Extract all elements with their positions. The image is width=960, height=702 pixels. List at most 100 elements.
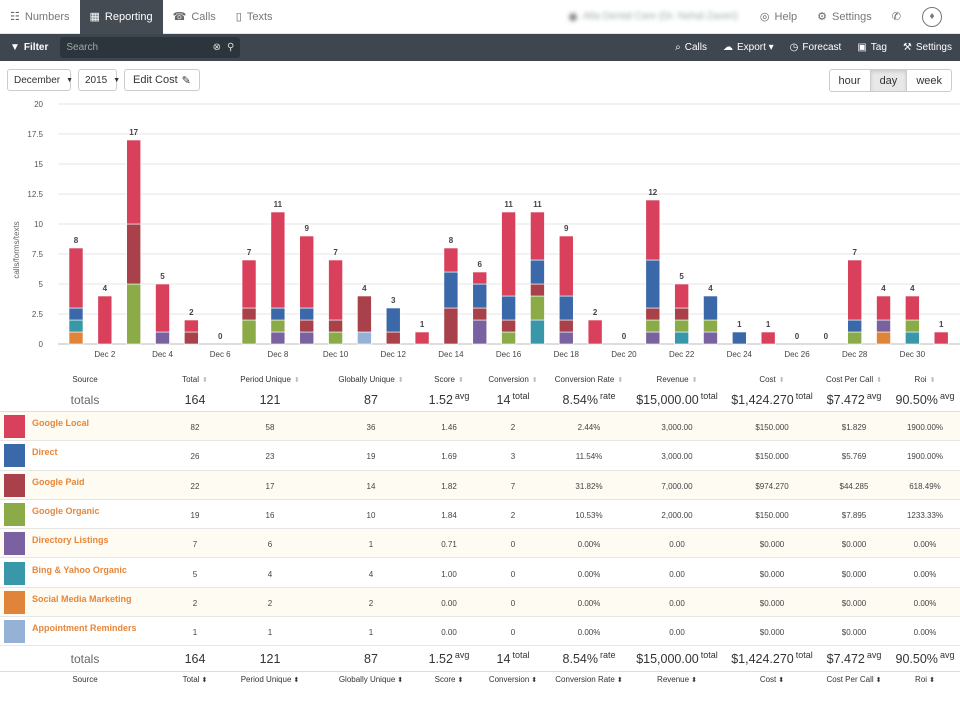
source-name-link[interactable]: Google Local <box>32 418 90 428</box>
bar-segment[interactable] <box>241 259 257 309</box>
bar-segment[interactable] <box>732 331 747 345</box>
sort-icon[interactable]: ⬍ <box>397 377 404 384</box>
bar-segment[interactable] <box>443 247 459 273</box>
bar-segment[interactable] <box>184 319 199 333</box>
bar-segment[interactable] <box>328 259 343 321</box>
bar-segment[interactable] <box>126 139 141 225</box>
bar-segment[interactable] <box>530 259 545 285</box>
column-header-score[interactable]: Score ⬍ <box>389 375 509 384</box>
granularity-hour[interactable]: hour <box>829 70 870 91</box>
nav-phone[interactable]: ✆ <box>882 0 916 34</box>
table-row[interactable]: Google Organic 19 16 10 1.84 2 10.53% 2,000.00 $… <box>0 500 960 530</box>
nav-calls[interactable]: ☎ Calls <box>163 0 226 34</box>
column-header-total[interactable]: Total ⬍ <box>135 675 255 684</box>
column-header-total[interactable]: Total ⬍ <box>135 375 255 384</box>
column-header-source[interactable]: Source <box>25 375 145 384</box>
bar-segment[interactable] <box>299 307 315 321</box>
bar-segment[interactable] <box>68 319 84 333</box>
column-header-roi[interactable]: Roi ⬍ <box>865 375 960 384</box>
sort-icon[interactable]: ⬍ <box>616 677 623 684</box>
export-button[interactable]: ☁ Export ▾ <box>715 42 782 53</box>
bar-segment[interactable] <box>876 319 891 333</box>
table-row[interactable]: Google Local 82 58 36 1.46 2 2.44% 3,000.00 $150… <box>0 412 960 442</box>
column-header-conversion[interactable]: Conversion ⬍ <box>453 675 573 684</box>
column-header-cost[interactable]: Cost ⬍ <box>712 375 832 384</box>
bar-segment[interactable] <box>674 331 689 345</box>
filter-button[interactable]: ▼ Filter <box>0 34 58 61</box>
bar-segment[interactable] <box>472 319 488 345</box>
bar-segment[interactable] <box>703 319 718 333</box>
bar-segment[interactable] <box>645 259 661 309</box>
bar-segment[interactable] <box>905 295 920 321</box>
bar-segment[interactable] <box>703 331 718 345</box>
sort-icon[interactable]: ⬍ <box>457 677 464 684</box>
table-row[interactable]: Social Media Marketing 2 2 2 0.00 0 0.00% 0.00 $… <box>0 587 960 618</box>
clear-search-icon[interactable]: ⊗ <box>212 42 222 53</box>
bar-segment[interactable] <box>472 283 488 309</box>
column-header-score[interactable]: Score ⬍ <box>389 675 509 684</box>
column-header-roi[interactable]: Roi ⬍ <box>865 675 960 684</box>
bar-segment[interactable] <box>270 307 286 321</box>
column-header-conversion-rate[interactable]: Conversion Rate ⬍ <box>529 375 649 384</box>
column-header-conversion[interactable]: Conversion ⬍ <box>453 375 573 384</box>
month-select[interactable]: December ▼ <box>7 69 73 91</box>
source-name-link[interactable]: Directory Listings <box>32 535 109 546</box>
column-header-source[interactable]: Source <box>25 675 145 684</box>
table-row[interactable]: Direct 26 23 19 1.69 3 11.54% 3,000.00 $150.000 $… <box>0 441 960 471</box>
bar-segment[interactable] <box>703 295 718 321</box>
table-row[interactable]: Directory Listings 7 6 1 0.71 0 0.00% 0.00 $0.00… <box>0 529 960 559</box>
account-name[interactable]: ◉ Alta Dental Care (Dr. Nehal Zaveri) <box>558 0 750 34</box>
bar-segment[interactable] <box>414 331 430 345</box>
bar-segment[interactable] <box>357 295 372 333</box>
bar-segment[interactable] <box>501 319 516 333</box>
bar-segment[interactable] <box>299 319 315 333</box>
bar-segment[interactable] <box>501 211 516 297</box>
bar-segment[interactable] <box>472 271 488 285</box>
table-row[interactable]: Bing & Yahoo Organic 5 4 4 1.00 0 0.00% 0.00 $0.… <box>0 559 960 588</box>
year-select[interactable]: 2015 ▼ <box>78 69 120 91</box>
granularity-day[interactable]: day <box>869 70 907 91</box>
edit-cost-button[interactable]: Edit Cost ✎ <box>124 69 200 91</box>
bar-segment[interactable] <box>68 307 84 321</box>
table-row[interactable]: Google Paid 22 17 14 1.82 7 31.82% 7,000.00 $974… <box>0 470 960 500</box>
bar-segment[interactable] <box>876 331 891 345</box>
bar-segment[interactable] <box>530 319 545 345</box>
nav-texts[interactable]: ▯ Texts <box>226 0 283 34</box>
column-header-cost-per-call[interactable]: Cost Per Call ⬍ <box>794 675 914 684</box>
bar-segment[interactable] <box>97 295 113 345</box>
search-input[interactable] <box>66 42 207 53</box>
bar-segment[interactable] <box>385 331 401 345</box>
column-header-cost-per-call[interactable]: Cost Per Call ⬍ <box>794 375 914 384</box>
bar-segment[interactable] <box>876 295 891 321</box>
bar-segment[interactable] <box>270 211 286 309</box>
bar-segment[interactable] <box>905 319 920 333</box>
sort-icon[interactable]: ⬍ <box>531 677 538 684</box>
bar-segment[interactable] <box>847 259 862 321</box>
bar-segment[interactable] <box>645 307 661 321</box>
bar-segment[interactable] <box>270 319 286 333</box>
bar-segment[interactable] <box>501 331 516 345</box>
bar-segment[interactable] <box>385 307 401 333</box>
source-name-link[interactable]: Bing & Yahoo Organic <box>32 564 127 575</box>
sort-icon[interactable]: ⬍ <box>458 377 464 384</box>
bar-segment[interactable] <box>530 295 545 321</box>
source-name-link[interactable]: Direct <box>32 447 58 458</box>
bar-segment[interactable] <box>270 331 286 345</box>
bar-segment[interactable] <box>530 211 545 261</box>
bar-segment[interactable] <box>68 247 84 309</box>
bar-segment[interactable] <box>530 283 545 297</box>
bar-segment[interactable] <box>847 331 862 345</box>
source-name-link[interactable]: Appointment Reminders <box>32 623 137 634</box>
source-name-link[interactable]: Google Paid <box>32 476 85 487</box>
bar-segment[interactable] <box>760 331 776 345</box>
nav-settings[interactable]: ⚙ Settings <box>807 0 882 34</box>
bar-segment[interactable] <box>645 319 661 333</box>
bar-segment[interactable] <box>905 331 920 345</box>
bar-segment[interactable] <box>674 307 689 321</box>
bar-segment[interactable] <box>558 235 574 297</box>
bar-segment[interactable] <box>443 307 459 345</box>
column-header-globally-unique[interactable]: Globally Unique ⬍ <box>311 375 431 384</box>
sort-icon[interactable]: ⬍ <box>691 677 697 684</box>
forecast-button[interactable]: ◷ Forecast <box>782 42 850 53</box>
sort-icon[interactable]: ⬍ <box>929 377 936 384</box>
